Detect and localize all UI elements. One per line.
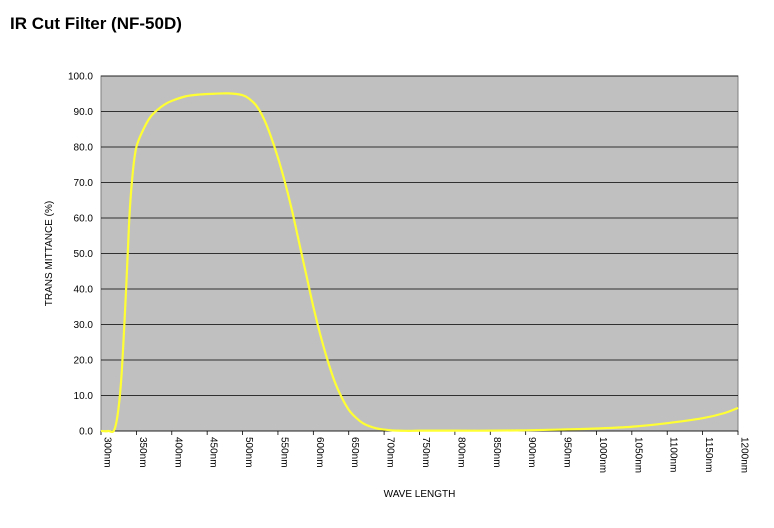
y-tick-label: 40.0 xyxy=(74,285,94,296)
y-tick-label: 60.0 xyxy=(74,214,94,225)
y-tick-label: 30.0 xyxy=(74,320,94,331)
x-axis-label: WAVE LENGTH xyxy=(384,489,456,500)
x-tick-label: 950nm xyxy=(562,437,573,468)
page-title: IR Cut Filter (NF-50D) xyxy=(10,14,182,33)
x-tick-label: 400nm xyxy=(172,437,183,468)
x-tick-label: 550nm xyxy=(278,437,289,468)
y-tick-label: 90.0 xyxy=(74,107,94,118)
y-tick-label: 100.0 xyxy=(68,72,93,83)
x-tick-label: 450nm xyxy=(208,437,219,468)
x-tick-label: 1100nm xyxy=(668,437,679,472)
x-tick-label: 750nm xyxy=(420,437,431,468)
y-tick-label: 70.0 xyxy=(74,178,94,189)
y-tick-label: 50.0 xyxy=(74,249,94,260)
x-tick-label: 700nm xyxy=(385,437,396,468)
x-tick-label: 500nm xyxy=(243,437,254,468)
x-tick-label: 300nm xyxy=(102,437,113,468)
y-axis-ticks: 0.0 10.0 20.0 30.0 40.0 50.0 60.0 70.0 80.0 90.0 1… xyxy=(68,72,93,438)
y-tick-label: 80.0 xyxy=(74,143,94,154)
x-tick-label: 900nm xyxy=(526,437,537,468)
x-tick-label: 600nm xyxy=(314,437,325,468)
x-tick-label: 1050nm xyxy=(632,437,643,473)
y-tick-label: 20.0 xyxy=(74,356,94,367)
grid-lines xyxy=(101,75,738,432)
x-tick-label: 850nm xyxy=(491,437,502,468)
x-tick-label: 800nm xyxy=(455,437,466,468)
x-tick-label: 650nm xyxy=(349,437,360,468)
x-tick-label: 1000nm xyxy=(597,437,608,473)
series-line xyxy=(100,92,739,433)
x-tick-label: 1200nm xyxy=(739,437,750,473)
x-tick-label: 1150nm xyxy=(703,437,714,472)
y-axis-label: TRANS MITTANCE (%) xyxy=(44,201,55,306)
y-tick-label: 0.0 xyxy=(79,427,93,438)
y-tick-label: 10.0 xyxy=(74,391,94,402)
x-axis-ticks: 300nm 350nm 400nm 450nm 500nm 550nm 600nm 650nm… xyxy=(100,431,750,473)
x-tick-label: 350nm xyxy=(137,437,148,468)
